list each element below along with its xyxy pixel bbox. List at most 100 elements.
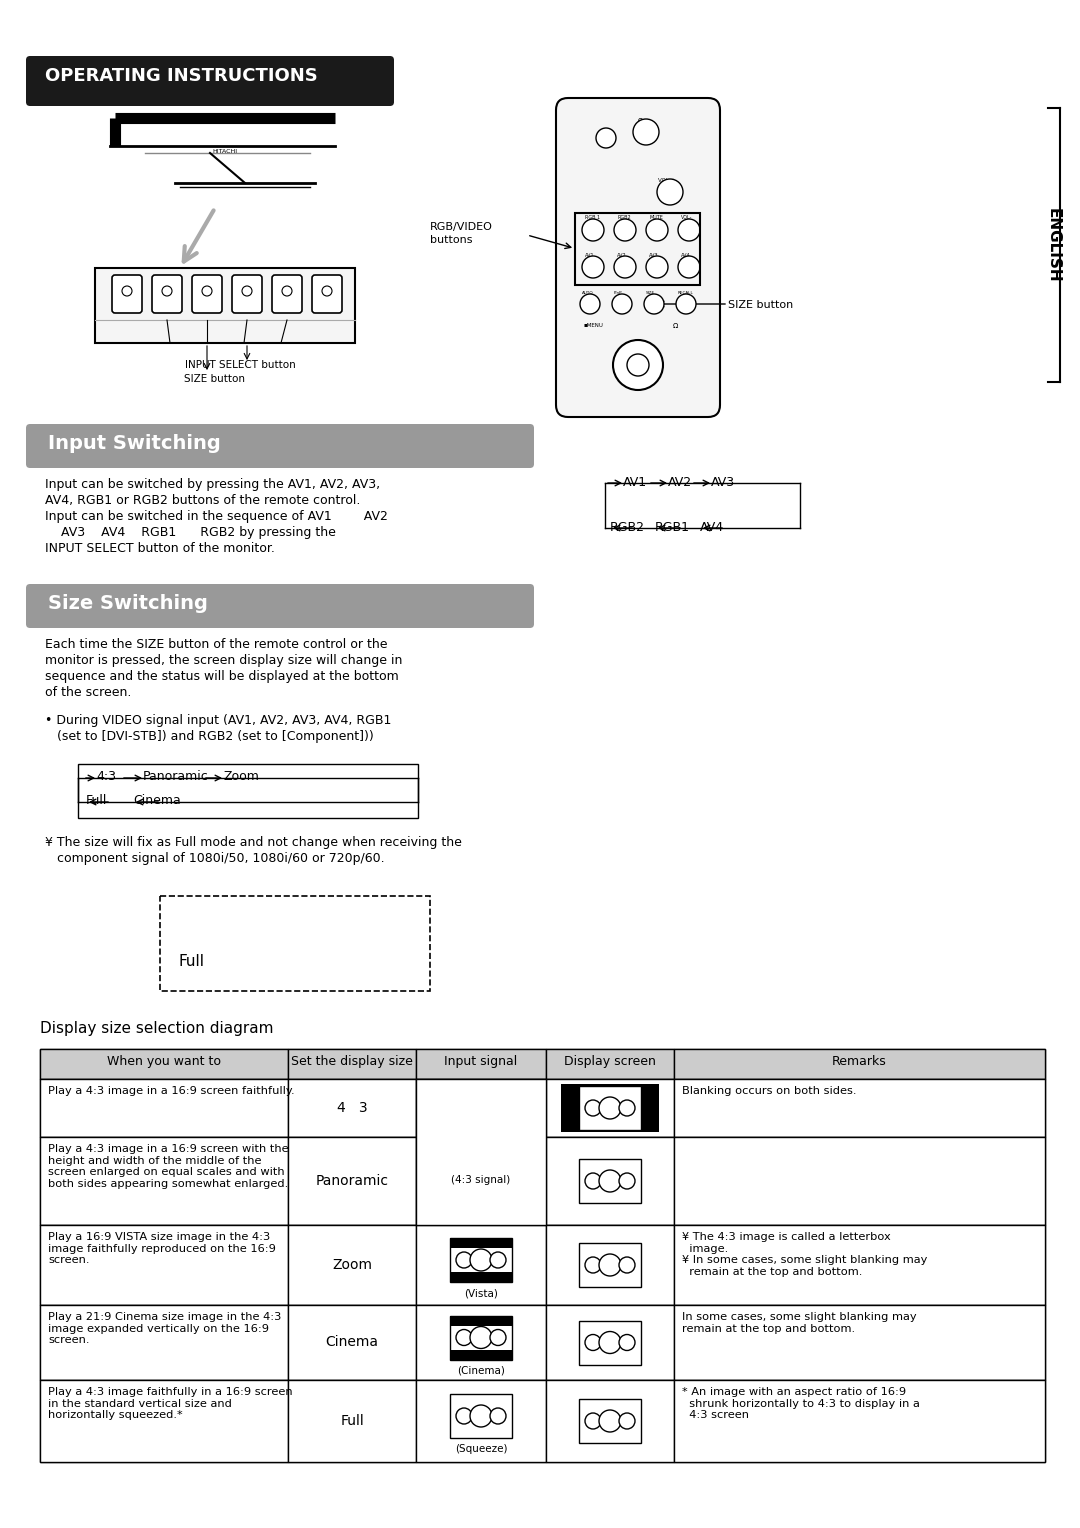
FancyBboxPatch shape [312, 275, 342, 313]
Circle shape [585, 1258, 600, 1273]
Text: RGB1: RGB1 [654, 521, 690, 533]
Circle shape [456, 1096, 472, 1111]
Bar [546, 1079, 674, 1137]
Bar [450, 1271, 512, 1282]
Circle shape [657, 179, 683, 205]
Text: Set the display size: Set the display size [292, 1054, 413, 1068]
Bar [416, 1050, 546, 1079]
Text: Remarks: Remarks [832, 1054, 887, 1068]
Text: ¥ The size will fix as Full mode and not change when receiving the: ¥ The size will fix as Full mode and not… [45, 836, 462, 850]
Circle shape [490, 1096, 507, 1111]
Circle shape [612, 293, 632, 313]
Bar [288, 1225, 416, 1305]
Text: AV3: AV3 [711, 477, 735, 489]
Bar [450, 1316, 512, 1360]
FancyBboxPatch shape [112, 275, 141, 313]
Bar [40, 1380, 288, 1462]
Circle shape [599, 1410, 621, 1432]
Text: AV4: AV4 [700, 521, 724, 533]
Bar [416, 1305, 546, 1380]
Text: Input can be switched in the sequence of AV1        AV2: Input can be switched in the sequence of… [45, 510, 388, 523]
FancyBboxPatch shape [152, 275, 183, 313]
Circle shape [202, 286, 212, 296]
Circle shape [644, 293, 664, 313]
Circle shape [585, 1100, 600, 1115]
Circle shape [599, 1254, 621, 1276]
Text: 4:3: 4:3 [96, 770, 116, 782]
Text: buttons: buttons [430, 235, 473, 244]
Circle shape [676, 293, 696, 313]
Bar [416, 1225, 546, 1305]
Text: RGB 1: RGB 1 [585, 215, 600, 220]
Bar [674, 1380, 1045, 1462]
Bar [40, 1305, 288, 1380]
Bar [40, 1079, 288, 1137]
Text: AUTO: AUTO [582, 290, 594, 295]
Text: Input can be switched by pressing the AV1, AV2, AV3,: Input can be switched by pressing the AV… [45, 478, 380, 490]
Text: • During VIDEO signal input (AV1, AV2, AV3, AV4, RGB1: • During VIDEO signal input (AV1, AV2, A… [45, 714, 391, 727]
Bar [546, 1380, 674, 1462]
Circle shape [646, 257, 669, 278]
Bar [416, 1380, 546, 1462]
Bar [674, 1050, 1045, 1079]
Bar [40, 1050, 288, 1079]
Bar [450, 1080, 512, 1125]
Text: INPUT SELECT button: INPUT SELECT button [185, 361, 295, 370]
Text: RGB2: RGB2 [617, 215, 631, 220]
Bar [674, 1079, 1045, 1137]
FancyBboxPatch shape [232, 275, 262, 313]
Circle shape [580, 293, 600, 313]
Circle shape [627, 354, 649, 376]
Text: Play a 4:3 image in a 16:9 screen with the
height and width of the middle of the: Play a 4:3 image in a 16:9 screen with t… [48, 1144, 288, 1189]
Bar [674, 1137, 1045, 1225]
Text: VOL +: VOL + [658, 177, 675, 183]
Bar [450, 1316, 512, 1325]
Text: RECALL: RECALL [678, 290, 693, 295]
Text: of the screen.: of the screen. [45, 686, 132, 698]
Text: Full: Full [340, 1413, 364, 1429]
Circle shape [585, 1413, 600, 1429]
Text: AV2: AV2 [669, 477, 692, 489]
Bar [450, 1349, 512, 1360]
Text: INPUT SELECT button of the monitor.: INPUT SELECT button of the monitor. [45, 542, 275, 555]
Bar [546, 1137, 674, 1225]
Text: Input signal: Input signal [444, 1054, 517, 1068]
Bar [561, 1083, 659, 1132]
Text: monitor is pressed, the screen display size will change in: monitor is pressed, the screen display s… [45, 654, 403, 668]
Circle shape [619, 1258, 635, 1273]
Circle shape [470, 1135, 492, 1158]
Circle shape [456, 1138, 472, 1155]
Bar [30, 428, 530, 465]
Text: Ω: Ω [637, 118, 643, 124]
Circle shape [596, 128, 616, 148]
Circle shape [678, 257, 700, 278]
Bar [40, 1137, 1045, 1225]
FancyBboxPatch shape [26, 423, 534, 468]
Text: RGB/VIDEO: RGB/VIDEO [430, 222, 492, 232]
Bar [288, 1137, 416, 1225]
FancyBboxPatch shape [26, 57, 394, 105]
Bar [40, 1305, 1045, 1380]
Text: Play a 16:9 VISTA size image in the 4:3
image faithfully reproduced on the 16:9
: Play a 16:9 VISTA size image in the 4:3 … [48, 1232, 275, 1265]
Text: component signal of 1080i/50, 1080i/60 or 720p/60.: component signal of 1080i/50, 1080i/60 o… [45, 853, 384, 865]
Bar [288, 1305, 416, 1380]
Circle shape [615, 219, 636, 241]
Text: Blanking occurs on both sides.: Blanking occurs on both sides. [681, 1086, 856, 1096]
Bar [416, 1079, 546, 1225]
Circle shape [456, 1251, 472, 1268]
Text: Full: Full [178, 953, 204, 969]
Bar [288, 1050, 416, 1079]
Text: Size Switching: Size Switching [48, 594, 207, 613]
Text: SIZE: SIZE [646, 290, 656, 295]
Bar [579, 1242, 642, 1287]
Text: AV1: AV1 [585, 254, 595, 258]
Text: Play a 4:3 image faithfully in a 16:9 screen
in the standard vertical size and
h: Play a 4:3 image faithfully in a 16:9 sc… [48, 1387, 293, 1420]
Text: Cinema: Cinema [325, 1335, 378, 1349]
Text: AV1: AV1 [623, 477, 647, 489]
Bar [546, 1305, 674, 1380]
Text: Display size selection diagram: Display size selection diagram [40, 1021, 273, 1036]
Text: AV4: AV4 [681, 254, 690, 258]
Circle shape [615, 257, 636, 278]
Circle shape [619, 1334, 635, 1351]
Text: AV3    AV4    RGB1      RGB2 by pressing the: AV3 AV4 RGB1 RGB2 by pressing the [45, 526, 336, 539]
